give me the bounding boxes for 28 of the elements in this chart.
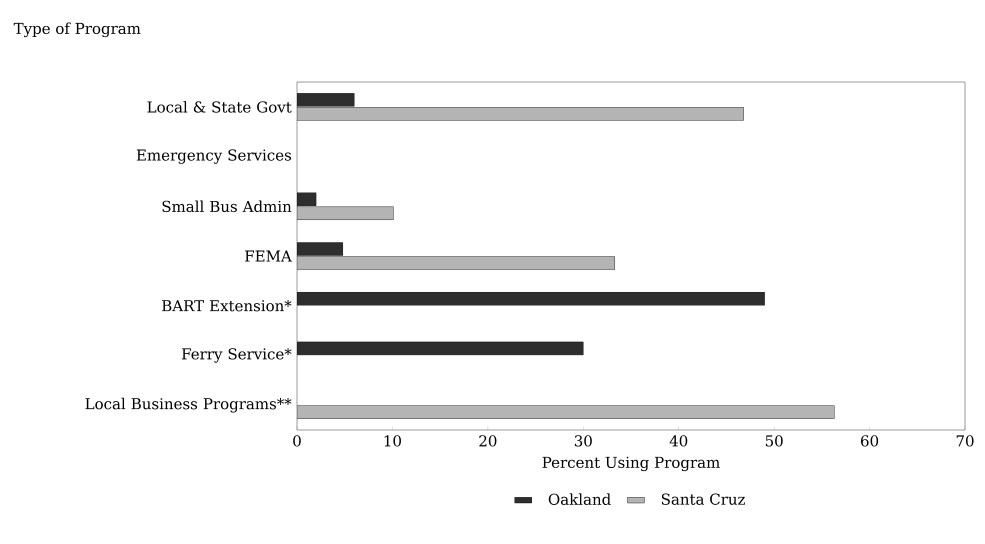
y-tick-label: Emergency Services [136, 149, 292, 164]
y-tick-label: Local & State Govt [147, 101, 292, 113]
y-tick-label: Local Business Programs** [85, 398, 292, 413]
bar [297, 342, 584, 356]
x-tick-label: 60 [861, 435, 878, 447]
x-tick-label: 30 [574, 435, 592, 447]
y-tick-label: FEMA [245, 250, 292, 262]
x-tick-label: 20 [479, 435, 496, 447]
x-tick-label: 50 [766, 435, 783, 447]
x-tick-label: 0 [293, 435, 301, 447]
bar [297, 242, 344, 256]
bar [297, 107, 744, 121]
x-tick-label: 10 [384, 435, 401, 447]
bar [297, 256, 615, 270]
bar [297, 405, 834, 419]
legend-label: Oakland [548, 493, 611, 505]
y-tick-label: BART Extension* [162, 300, 292, 312]
y-axis-title: Type of Program [14, 22, 140, 38]
x-tick-label: 40 [670, 435, 688, 447]
bar [297, 206, 394, 220]
x-axis-title: Percent Using Program [542, 456, 720, 472]
x-tick-label: 70 [956, 435, 974, 447]
bar [297, 192, 316, 206]
y-tick-label: Ferry Service* [182, 348, 292, 363]
bar [297, 93, 354, 107]
bar [297, 292, 765, 306]
legend-label: Santa Cruz [662, 493, 745, 505]
y-tick-label: Small Bus Admin [162, 200, 292, 212]
